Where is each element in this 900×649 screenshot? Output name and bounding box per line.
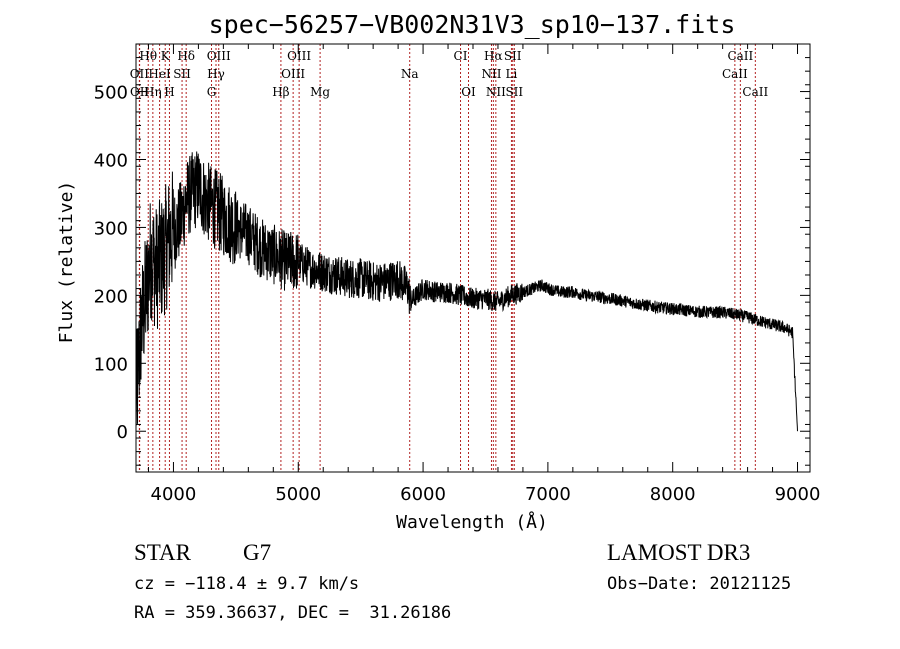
x-tick-label: 4000 [151,484,197,505]
line-markers [138,44,756,472]
line-label: SII [505,85,523,99]
spectrum-line [135,151,798,432]
x-tick-label: 6000 [400,484,446,505]
y-tick-label: 500 [94,83,128,104]
line-label: OIII [287,49,311,63]
y-tick-label: 300 [94,218,128,239]
x-tick-label: 8000 [650,484,696,505]
survey-name: LAMOST DR3 [607,540,751,565]
line-label: K [161,49,171,63]
spectrum-chart: spec−56257−VB002N31V3_sp10−137.fits Hθ K H… [56,10,821,533]
plot-frame [135,43,811,473]
line-label: Li [506,67,518,81]
line-label: Hα [484,49,503,63]
line-label: H [164,85,174,99]
x-tick-label: 9000 [775,484,821,505]
line-label: OIII [207,49,231,63]
line-label: SII [504,49,522,63]
object-subclass: G7 [243,540,272,565]
coordinates: RA = 359.36637, DEC = 31.26186 [134,603,452,623]
line-label: OIII [281,67,305,81]
y-tick-label: 100 [94,354,128,375]
line-label: OII [130,67,150,81]
line-label: HeI [148,67,171,81]
line-label: CI [454,49,468,63]
line-label: Hη [144,85,162,99]
line-label: Hδ [177,49,195,63]
line-label: Na [401,67,419,81]
line-label: CaII [727,49,753,63]
line-label: Hθ [139,49,157,63]
line-label: SII [173,67,191,81]
line-label: CaII [742,85,768,99]
object-class: STAR [134,540,191,565]
x-axis-label: Wavelength (Å) [396,511,548,533]
line-label: Hγ [207,67,225,81]
line-label: NII [481,67,501,81]
line-label: NII [486,85,506,99]
x-axis: 4000 5000 6000 7000 8000 9000 [147,44,821,505]
y-tick-label: 0 [117,422,128,443]
line-label: OI [461,85,476,99]
line-label: CaII [722,67,748,81]
y-axis-label: Flux (relative) [56,181,77,344]
chart-title: spec−56257−VB002N31V3_sp10−137.fits [209,10,736,39]
x-tick-label: 7000 [525,484,571,505]
x-tick-label: 5000 [275,484,321,505]
y-tick-label: 400 [94,150,128,171]
redshift-readout: cz = −118.4 ± 9.7 km/s [134,574,360,594]
line-label: G [207,85,217,99]
line-label: Mg [310,85,330,99]
y-axis: 0 100 200 300 400 500 [94,57,810,466]
y-tick-label: 200 [94,286,128,307]
obs-date: Obs−Date: 20121125 [607,574,792,594]
line-label: Hβ [272,85,289,99]
